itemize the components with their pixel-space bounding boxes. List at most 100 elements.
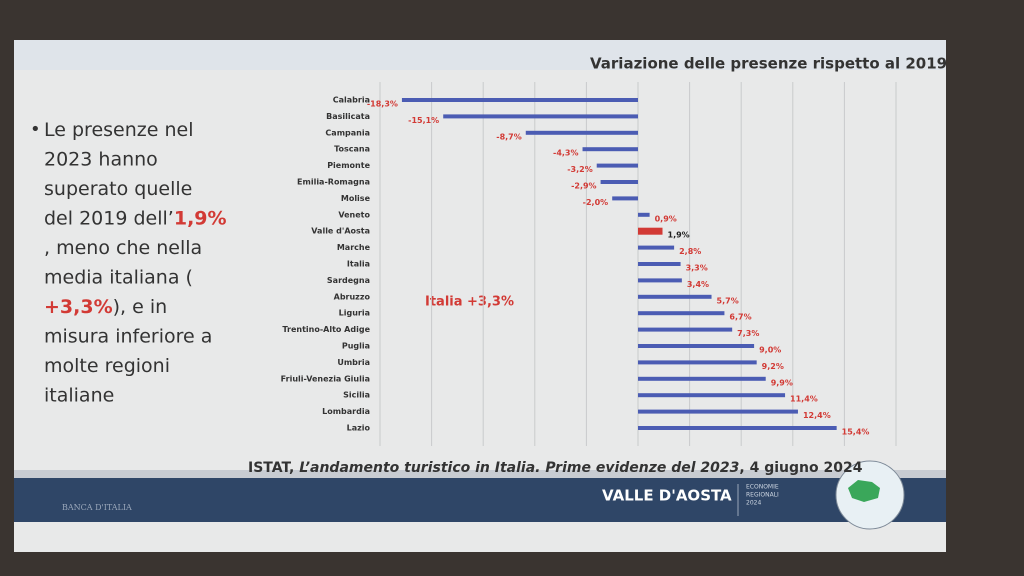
- bar: [638, 393, 786, 398]
- bullet-fragment: Le: [44, 119, 66, 141]
- value-label: -8,7%: [496, 132, 522, 141]
- value-label: -4,3%: [553, 149, 579, 158]
- chart-title: Variazione delle presenze rispetto al 20…: [590, 55, 947, 73]
- category-label: Molise: [341, 194, 371, 203]
- bullet-fragment: italiane: [44, 384, 114, 406]
- bullet-fragment: regioni: [105, 355, 170, 377]
- value-label: -15,1%: [408, 116, 439, 125]
- bar: [638, 344, 755, 348]
- value-label: 7,3%: [737, 329, 759, 338]
- bullet-fragment: quelle: [134, 178, 192, 200]
- bullet-fragment: ),: [113, 296, 126, 318]
- bar: [638, 227, 663, 235]
- category-label: Umbria: [337, 358, 370, 367]
- header-band: [14, 40, 946, 70]
- category-label: Italia: [347, 260, 370, 269]
- bullet-fragment: nella: [156, 237, 202, 259]
- bullet-fragment: molte: [44, 355, 99, 377]
- value-label: -3,2%: [567, 165, 593, 174]
- category-label: Liguria: [339, 309, 370, 318]
- footer-series: REGIONALI: [746, 492, 779, 499]
- bar: [600, 180, 638, 184]
- category-label: Calabria: [333, 96, 370, 105]
- bullet-fragment: meno: [56, 237, 110, 259]
- bullet-fragment: in: [150, 296, 167, 318]
- bar: [525, 130, 638, 135]
- value-label: 1,9%: [668, 231, 690, 240]
- bar: [638, 245, 675, 250]
- bar: [638, 212, 650, 217]
- bullet-fragment: e: [132, 296, 144, 318]
- bullet-fragment: hanno: [98, 148, 157, 170]
- source-part: ISTAT,: [248, 460, 299, 476]
- value-label: 11,4%: [790, 395, 818, 404]
- value-label: 9,0%: [759, 346, 781, 355]
- bullet-marker: •: [30, 119, 41, 140]
- source: ISTAT, L’andamento turistico in Italia. …: [248, 460, 863, 476]
- bar: [582, 147, 638, 152]
- category-label: Valle d'Aosta: [311, 227, 370, 236]
- footer-series: 2024: [746, 500, 761, 507]
- bullet-fragment: dell’: [133, 207, 173, 229]
- bullet-fragment: media: [44, 266, 103, 288]
- bar: [612, 196, 638, 201]
- value-label: 3,4%: [687, 280, 709, 289]
- footer-stripe: [14, 470, 946, 478]
- bullet-fragment: nel: [164, 119, 193, 141]
- value-label: -2,0%: [583, 198, 609, 207]
- value-label: 9,9%: [771, 378, 793, 387]
- region-map: [848, 480, 880, 502]
- footer-series: ECONOMIE: [746, 484, 779, 491]
- bar: [638, 376, 766, 381]
- bullet-fragment: del: [44, 207, 73, 229]
- bar: [596, 163, 638, 168]
- bullet-fragment: (: [186, 266, 193, 288]
- category-label: Sicilia: [343, 391, 370, 400]
- bullet-fragment: 1,9%: [174, 207, 227, 229]
- category-label: Trentino-Alto Adige: [282, 325, 370, 334]
- value-label: 0,9%: [655, 214, 677, 223]
- bullet-fragment: ,: [44, 237, 50, 259]
- bar: [638, 294, 712, 299]
- bar: [638, 262, 681, 266]
- bar: [638, 360, 757, 365]
- category-label: Veneto: [338, 210, 370, 219]
- bullet-fragment: misura: [44, 325, 109, 347]
- bar: [638, 311, 725, 316]
- slide-background: [14, 40, 946, 552]
- bullet-fragment: inferiore: [115, 325, 195, 347]
- bullet-fragment: a: [201, 325, 213, 347]
- value-label: 15,4%: [842, 428, 870, 437]
- category-label: Campania: [325, 128, 370, 137]
- bullet-paragraph: Le presenze nel 2023 hanno superato quelle…: [44, 119, 227, 407]
- footer-bank: BANCA D'ITALIA: [62, 503, 132, 512]
- value-label: 12,4%: [803, 411, 831, 420]
- bullet-text: • Le presenze nel 2023 hanno superato quell…: [30, 119, 227, 407]
- category-label: Puglia: [342, 342, 370, 351]
- value-label: -18,3%: [367, 100, 398, 109]
- bar: [638, 278, 682, 283]
- bar: [638, 426, 837, 430]
- bullet-fragment: 2023: [44, 148, 92, 170]
- category-label: Emilia-Romagna: [297, 178, 370, 187]
- bullet-fragment: superato: [44, 178, 128, 200]
- bar: [638, 409, 798, 414]
- bar: [443, 114, 638, 119]
- category-label: Friuli-Venezia Giulia: [281, 374, 370, 383]
- value-label: 9,2%: [762, 362, 784, 371]
- value-label: 6,7%: [729, 313, 751, 322]
- category-label: Basilicata: [326, 112, 370, 121]
- category-label: Piemonte: [327, 161, 370, 170]
- value-label: 5,7%: [717, 296, 739, 305]
- category-label: Marche: [337, 243, 371, 252]
- category-label: Lombardia: [322, 407, 370, 416]
- footer-region: VALLE D'AOSTA: [602, 487, 732, 505]
- bar: [401, 98, 638, 102]
- bullet-fragment: 2019: [79, 207, 127, 229]
- bullet-fragment: italiana: [109, 266, 179, 288]
- bar: [638, 327, 733, 332]
- category-label: Toscana: [334, 145, 370, 154]
- value-label: 2,8%: [679, 247, 701, 256]
